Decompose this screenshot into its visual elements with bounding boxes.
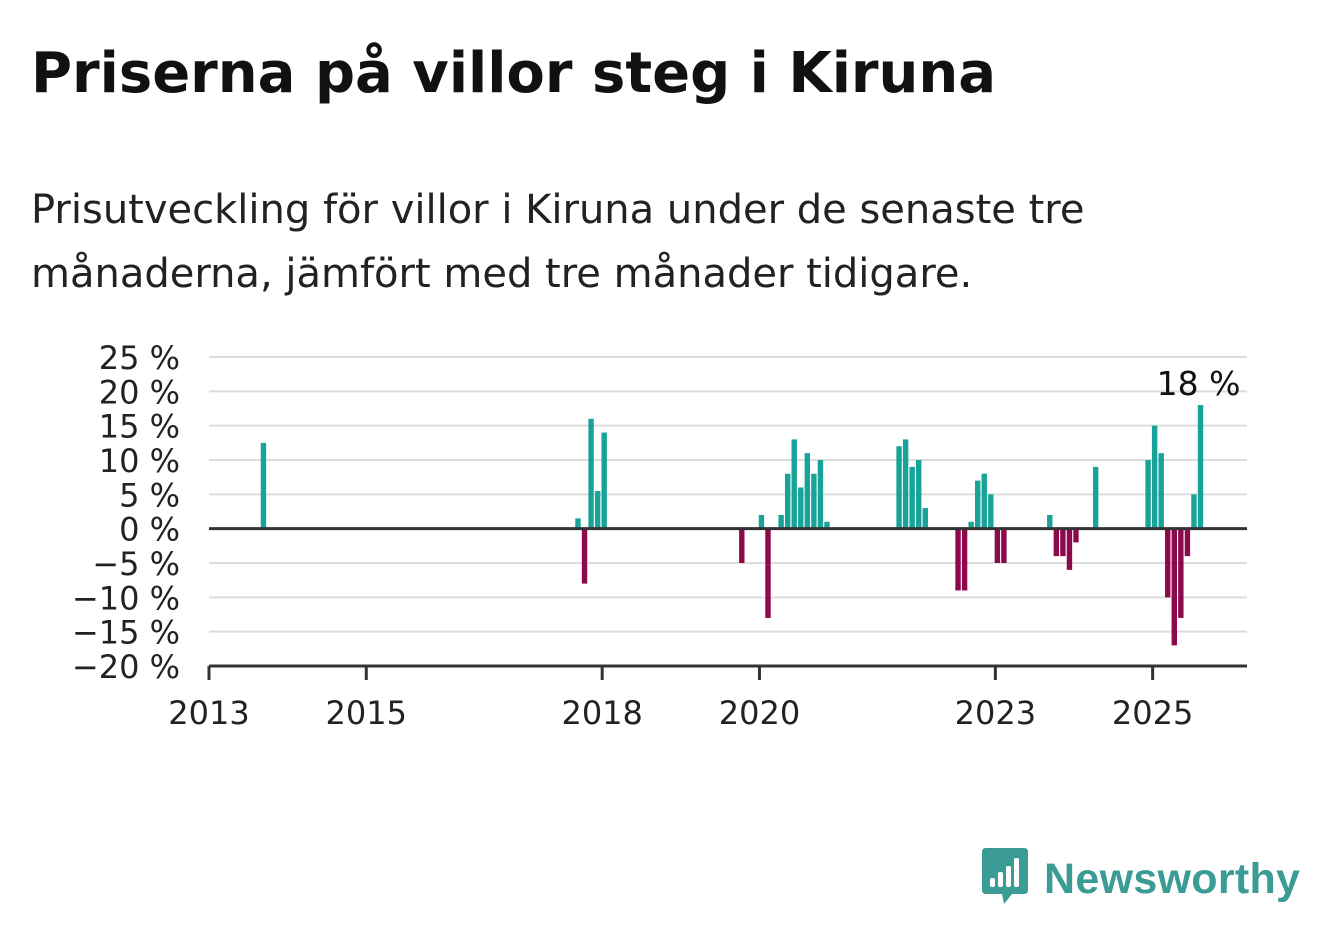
bar [902,439,909,529]
x-tick-label: 2020 [719,694,800,732]
last-value-label: 18 % [1157,364,1241,403]
bar [581,528,588,584]
bar [916,460,922,529]
bar [1092,466,1099,529]
bar [791,439,797,529]
y-tick-label: −10 % [72,579,180,617]
y-tick-label: 20 % [99,373,180,411]
brand-logo: Newsworthy [980,848,1300,910]
bar [1066,528,1073,570]
y-tick-label: −15 % [72,614,180,652]
bar [1001,528,1007,563]
bar [1151,425,1158,529]
bar [922,508,928,529]
bar [955,528,961,591]
bar [975,480,981,529]
axes [209,527,1247,668]
bar [896,446,902,529]
bar [1197,405,1204,529]
bar [1073,528,1079,543]
annotations: 18 % [1157,364,1241,403]
x-tick-label: 2018 [561,694,642,732]
brand-name: Newsworthy [1044,854,1301,903]
bar [1060,528,1066,557]
bar [739,528,745,563]
bar [758,514,765,529]
y-tick-label: 0 % [119,511,180,549]
x-tick-label: 2015 [326,694,407,732]
bar [1158,453,1164,529]
bar [798,487,804,529]
y-tick-label: −20 % [72,648,180,686]
bar [1165,528,1171,598]
bar [824,521,830,529]
x-tick-label: 2025 [1112,694,1193,732]
bar [909,466,915,529]
newsworthy-logo-icon [982,848,1028,904]
bar [1145,460,1151,529]
y-tick-label: −5 % [92,545,180,583]
bar [961,528,968,591]
bar [594,490,601,529]
bar [778,514,784,529]
bar [601,432,607,529]
bar [804,453,811,529]
x-axis-ticks: 2013 2015 2018 2020 2023 2025 [168,666,1193,732]
bar [994,528,1001,563]
y-tick-label: 15 % [99,408,180,446]
chart-title: Priserna på villor steg i Kiruna [31,41,997,106]
bar [1184,528,1191,557]
bar [784,473,791,529]
bar [968,521,974,529]
bar [817,460,824,529]
bar [1191,494,1197,529]
bar [1053,528,1060,557]
bar [1178,528,1184,618]
bar [1047,514,1053,529]
bar [811,473,817,529]
y-axis-tick-labels: 25 %20 %15 %10 %5 %0 %−5 %−10 %−15 %−20 … [72,339,180,686]
chart-subtitle: Prisutveckling för villor i Kiruna under… [31,187,1085,297]
x-tick-label: 2013 [168,694,249,732]
x-tick-label: 2023 [955,694,1036,732]
bar [575,518,581,529]
y-tick-label: 25 % [99,339,180,377]
bar [988,494,994,529]
gridlines [209,356,1247,633]
y-tick-label: 10 % [99,442,180,480]
bar [765,528,771,618]
y-tick-label: 5 % [119,476,180,514]
bar [588,418,594,529]
bar [981,473,987,529]
bar [1171,528,1177,646]
bar [260,442,267,529]
bars [260,405,1204,646]
